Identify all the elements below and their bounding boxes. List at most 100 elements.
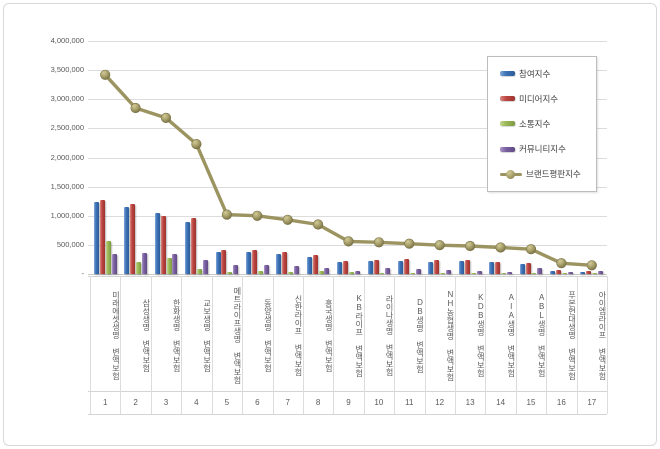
- category-separator: [150, 276, 152, 414]
- x-label-11: DB생명 변액보험: [415, 297, 425, 373]
- legend-item-소통지수: 소통지수: [500, 118, 596, 130]
- bar-미디어지수: [251, 250, 257, 274]
- legend-label: 참여지수: [519, 68, 551, 79]
- bar-소통지수: [348, 272, 354, 274]
- line-marker-4: [191, 139, 202, 150]
- category-separator: [333, 276, 335, 414]
- x-label-6: 동양생명 변액보험: [263, 298, 273, 372]
- x-label-14: AIA생명 변액보험: [506, 293, 516, 377]
- bar-커뮤니티지수: [142, 253, 147, 274]
- bar-커뮤니티지수: [294, 266, 299, 274]
- y-tick-label: 2,000,000: [50, 152, 84, 162]
- bar-소통지수: [288, 271, 294, 274]
- legend-swatch-icon: [500, 121, 515, 127]
- bar-커뮤니티지수: [385, 268, 391, 274]
- bar-미디어지수: [130, 204, 136, 274]
- bar-커뮤니티지수: [506, 271, 512, 274]
- bar-참여지수: [306, 257, 312, 274]
- gridline-3,500,000: [88, 70, 607, 72]
- bar-참여지수: [580, 271, 586, 274]
- bar-참여지수: [398, 260, 403, 274]
- bar-참여지수: [428, 261, 434, 274]
- category-separator: [515, 276, 517, 414]
- bar-소통지수: [561, 273, 567, 274]
- legend-marker-icon: [506, 169, 515, 179]
- category-separator: [576, 276, 578, 414]
- bar-커뮤니티지수: [598, 270, 604, 274]
- bar-소통지수: [105, 240, 111, 274]
- bar-소통지수: [227, 271, 233, 274]
- x-label-9: KB라이프 변액보험: [354, 293, 364, 377]
- x-number-2: 2: [133, 398, 138, 407]
- x-axis-line-1: [88, 391, 607, 392]
- gridline-2,500,000: [88, 128, 607, 130]
- line-marker-1: [100, 69, 111, 80]
- x-label-13: KDB생명 변액보험: [476, 293, 486, 377]
- legend-label: 미디어지수: [519, 93, 559, 104]
- line-marker-5: [221, 209, 232, 220]
- bar-참여지수: [367, 261, 373, 274]
- bar-미디어지수: [191, 217, 196, 274]
- bar-미디어지수: [221, 249, 227, 274]
- category-separator: [485, 276, 487, 414]
- bar-소통지수: [409, 273, 415, 274]
- category-separator: [120, 276, 122, 414]
- x-label-7: 신한라이프 변액보험: [293, 294, 303, 376]
- y-tick-label: 3,500,000: [50, 65, 84, 75]
- legend: 참여지수 미디어지수 소통지수 커뮤니티지수 브랜드평판지수: [487, 56, 597, 192]
- bar-미디어지수: [282, 251, 288, 274]
- x-number-11: 11: [405, 398, 414, 407]
- x-label-15: ABL생명 변액보험: [537, 293, 547, 377]
- category-separator: [181, 276, 183, 414]
- bar-소통지수: [196, 268, 202, 274]
- y-tick-label: 3,000,000: [50, 94, 84, 104]
- category-separator: [242, 276, 244, 414]
- bar-참여지수: [245, 252, 251, 274]
- line-marker-13: [465, 240, 476, 252]
- category-separator: [211, 276, 213, 414]
- bar-참여지수: [489, 262, 495, 274]
- bar-참여지수: [215, 251, 221, 274]
- legend-item-브랜드평판지수: 브랜드평판지수: [500, 168, 596, 180]
- bar-커뮤니티지수: [476, 270, 482, 274]
- bar-소통지수: [470, 273, 476, 274]
- line-marker-7: [282, 214, 293, 225]
- x-number-12: 12: [435, 398, 445, 407]
- bar-참여지수: [93, 202, 99, 274]
- category-separator: [454, 276, 456, 414]
- line-marker-15: [525, 244, 537, 255]
- bar-미디어지수: [434, 260, 440, 274]
- y-tick-label: 500,000: [56, 239, 84, 249]
- bar-커뮤니티지수: [446, 269, 452, 274]
- x-number-13: 13: [465, 398, 475, 407]
- x-label-4: 교보생명 변액보험: [202, 298, 212, 372]
- x-number-3: 3: [163, 398, 169, 407]
- category-separator: [363, 276, 365, 414]
- bar-미디어지수: [464, 259, 470, 274]
- legend-item-미디어지수: 미디어지수: [500, 93, 596, 105]
- bar-소통지수: [501, 273, 506, 274]
- bar-커뮤니티지수: [537, 268, 543, 274]
- gridline--: [88, 274, 607, 275]
- x-label-1: 미래에셋생명 변액보험: [111, 290, 121, 380]
- legend-swatch-icon: [500, 146, 515, 152]
- x-label-12: NH농협생명 변액보험: [445, 289, 455, 381]
- bar-참여지수: [124, 207, 130, 274]
- bar-미디어지수: [160, 215, 166, 275]
- category-separator: [607, 276, 608, 414]
- x-label-3: 한화생명 변액보험: [172, 298, 182, 372]
- x-label-2: 삼성생명 변액보험: [141, 298, 151, 372]
- bar-미디어지수: [99, 200, 105, 274]
- bar-미디어지수: [403, 259, 409, 274]
- x-label-17: 아이엠라이프 변액보험: [597, 290, 607, 380]
- category-separator: [90, 276, 91, 414]
- legend-label: 브랜드평판지수: [526, 169, 581, 180]
- bar-커뮤니티지수: [172, 254, 178, 274]
- bar-참여지수: [337, 262, 343, 274]
- legend-line-marker-icon: [500, 169, 522, 179]
- bar-커뮤니티지수: [567, 272, 573, 274]
- x-number-7: 7: [285, 398, 290, 407]
- gridline-1,000,000: [88, 215, 607, 217]
- bar-커뮤니티지수: [354, 270, 360, 274]
- x-label-5: 메트라이프생명 변액보험: [232, 286, 242, 384]
